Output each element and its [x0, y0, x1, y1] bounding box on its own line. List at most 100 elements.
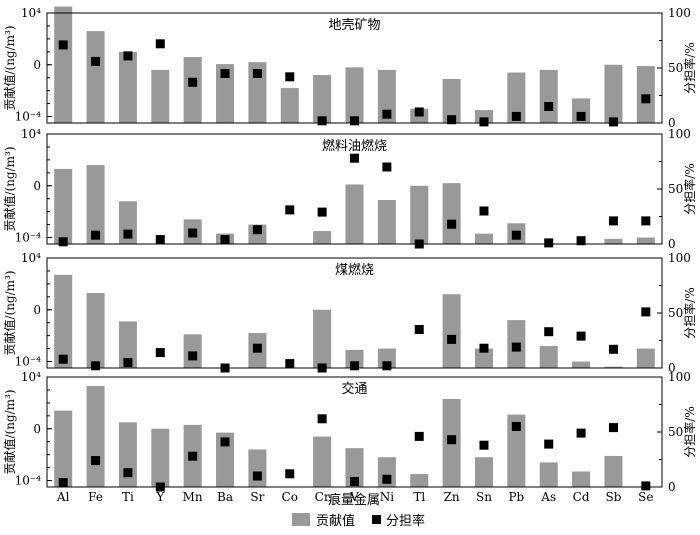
- bar: [604, 238, 623, 244]
- share-marker: [220, 69, 230, 78]
- share-marker: [188, 77, 198, 87]
- x-tick-label: V: [349, 490, 359, 504]
- bar: [280, 88, 299, 123]
- x-tick-label: Mn: [183, 490, 203, 504]
- share-marker: [641, 307, 651, 317]
- share-marker: [350, 153, 359, 163]
- left-axis-label: 贡献值/(ng/m³): [2, 270, 17, 355]
- bar: [442, 294, 461, 368]
- bar: [539, 69, 558, 123]
- share-marker: [576, 111, 586, 121]
- share-marker: [479, 117, 489, 127]
- x-tick-label: Sn: [476, 490, 492, 504]
- left-tick-label: 10⁻⁴: [15, 355, 42, 369]
- right-tick-label: 0: [668, 361, 676, 375]
- left-tick-label: 10⁴: [21, 127, 41, 141]
- share-marker: [608, 117, 618, 127]
- x-tick-label: Ba: [217, 490, 233, 504]
- bar: [54, 274, 73, 368]
- share-marker: [188, 451, 198, 461]
- share-marker: [511, 342, 521, 352]
- bar: [474, 457, 493, 487]
- share-marker: [414, 107, 424, 117]
- panel-title: 燃料油燃烧: [322, 138, 387, 154]
- bar: [86, 165, 105, 244]
- legend-bar-swatch: [292, 513, 310, 526]
- share-marker: [382, 361, 392, 371]
- x-tick-label: Cr: [315, 490, 330, 504]
- right-tick-label: 100: [668, 251, 691, 265]
- right-tick-label: 100: [668, 370, 691, 384]
- bar: [313, 231, 332, 244]
- share-marker: [576, 331, 586, 341]
- left-axis-label: 贡献值/(ng/m³): [2, 25, 17, 110]
- share-marker: [285, 469, 295, 479]
- right-axis-label: 分担率/%: [682, 287, 697, 338]
- share-marker: [252, 69, 262, 78]
- share-marker: [252, 471, 262, 481]
- x-tick-label: Ti: [122, 490, 134, 504]
- bar: [183, 334, 202, 368]
- share-marker: [608, 344, 618, 354]
- share-marker: [123, 468, 133, 478]
- left-tick-label: 0: [33, 58, 41, 72]
- share-marker: [91, 56, 101, 66]
- x-tick-label: Al: [56, 490, 70, 504]
- panel-title: 煤燃烧: [335, 262, 374, 278]
- chart-legend: 贡献值 分担率: [292, 513, 425, 529]
- share-marker: [382, 162, 392, 172]
- bar: [507, 414, 526, 487]
- bar: [345, 184, 364, 244]
- bar: [313, 75, 332, 123]
- panel-title: 地壳矿物: [328, 18, 380, 33]
- share-marker: [58, 354, 68, 364]
- share-marker: [285, 359, 295, 369]
- share-marker: [447, 115, 457, 125]
- share-marker: [608, 423, 618, 433]
- bar: [636, 348, 655, 368]
- share-marker: [285, 72, 295, 82]
- bar: [118, 51, 137, 123]
- share-marker: [641, 94, 651, 104]
- right-tick-label: 50: [668, 182, 683, 196]
- share-marker: [317, 116, 327, 126]
- bar: [474, 348, 493, 368]
- share-marker: [479, 343, 489, 353]
- share-marker: [123, 51, 133, 61]
- x-tick-label: Sr: [250, 490, 264, 504]
- share-marker: [511, 422, 521, 431]
- bar: [539, 462, 558, 487]
- bar: [86, 31, 105, 124]
- x-tick-label: Tl: [413, 490, 425, 504]
- share-marker: [317, 207, 327, 217]
- x-tick-label: Se: [638, 490, 653, 504]
- bar: [183, 57, 202, 123]
- share-marker: [447, 435, 457, 445]
- share-marker: [91, 230, 101, 240]
- right-tick-label: 100: [668, 127, 691, 141]
- right-tick-label: 0: [668, 237, 676, 251]
- share-marker: [350, 116, 359, 126]
- bar: [313, 436, 332, 487]
- left-tick-label: 0: [33, 179, 41, 193]
- share-marker: [641, 481, 651, 491]
- panel-title: 交通: [341, 381, 367, 397]
- x-tick-label: Fe: [88, 490, 103, 504]
- bar: [442, 79, 461, 123]
- x-tick-label: Zn: [444, 490, 460, 504]
- right-tick-label: 0: [668, 480, 676, 494]
- bar: [54, 410, 73, 487]
- right-axis-label: 分担率/%: [682, 163, 697, 214]
- share-marker: [188, 228, 198, 238]
- share-marker: [382, 474, 392, 484]
- share-marker: [317, 414, 327, 424]
- bar: [474, 233, 493, 244]
- left-tick-label: 10⁴: [21, 251, 41, 265]
- share-marker: [123, 358, 133, 367]
- share-marker: [58, 478, 68, 488]
- share-marker: [414, 431, 424, 441]
- share-marker: [576, 428, 586, 438]
- bar: [248, 449, 267, 487]
